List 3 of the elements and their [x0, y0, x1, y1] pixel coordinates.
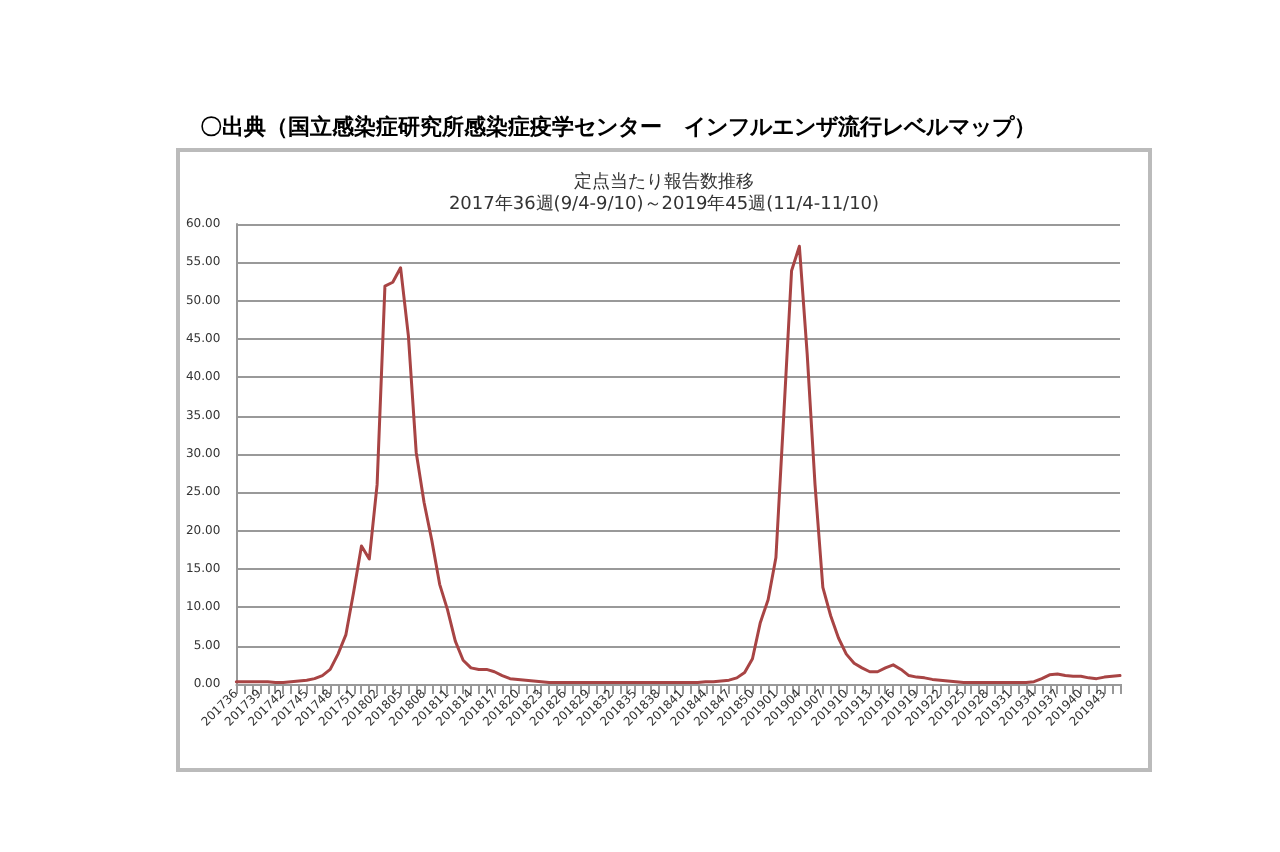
chart-title: 定点当たり報告数推移: [574, 171, 754, 193]
chart-subtitle: 2017年36週(9/4-9/10)～2019年45週(11/4-11/10): [448, 193, 880, 215]
text: 〇出典（国立感染症研究所感染症疫学センター インフルエンザ流行レベルマップ）: [200, 112, 1036, 142]
